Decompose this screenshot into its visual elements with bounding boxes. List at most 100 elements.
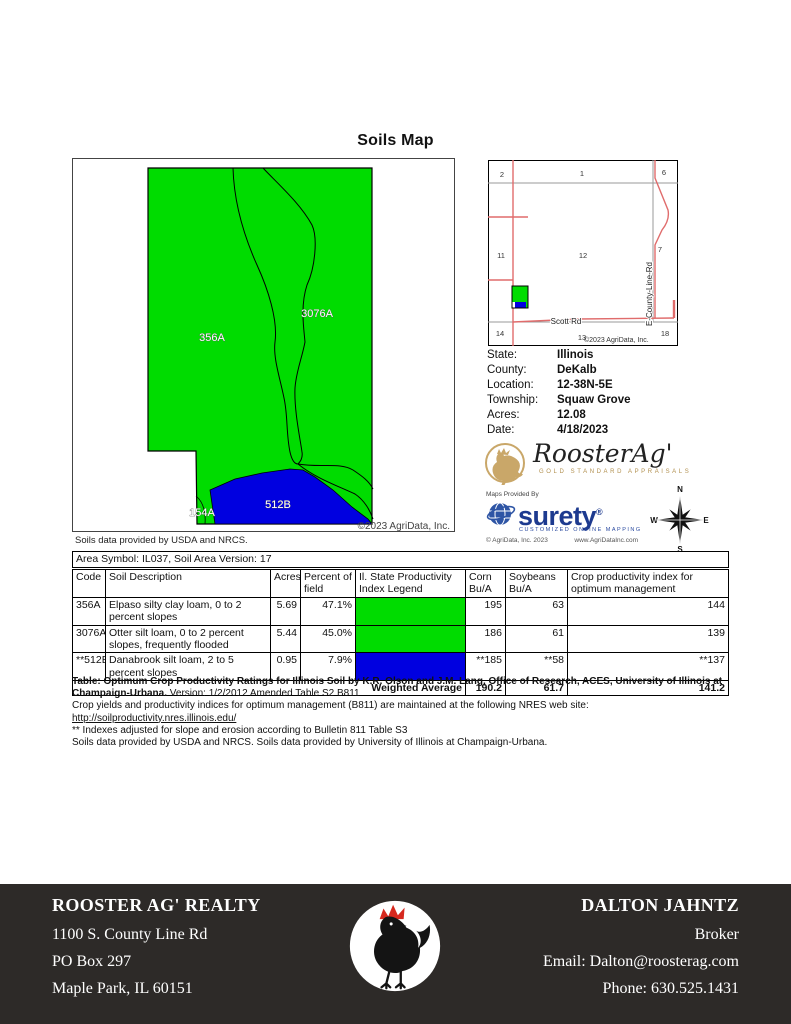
cell-pct: 45.0% bbox=[300, 624, 356, 654]
compass-icon: N W E S bbox=[650, 485, 709, 554]
soil-label-356A: 356A bbox=[199, 332, 225, 344]
property-info: State: Illinois County: DeKalb Location: 12… bbox=[487, 348, 631, 438]
section-6: 6 bbox=[662, 168, 666, 177]
section-2: 2 bbox=[500, 170, 504, 179]
map-source-note: Soils data provided by USDA and NRCS. bbox=[75, 535, 248, 546]
footnote-source-version: Version: 1/2/2012 Amended Table S2 B811 bbox=[167, 688, 360, 700]
surety-wordmark: surety® bbox=[518, 501, 603, 531]
footer-address-3: Maple Park, IL 60151 bbox=[52, 980, 193, 997]
section-14: 14 bbox=[496, 329, 504, 338]
weighted-average-row: Weighted Average 190.2 61.7 141.2 bbox=[72, 679, 729, 697]
footer-agent-role: Broker bbox=[694, 926, 739, 943]
surety-globe-icon bbox=[486, 502, 516, 526]
inset-copyright: ©2023 AgriData, Inc. bbox=[584, 336, 649, 344]
cell-legend-swatch bbox=[355, 652, 466, 681]
soils-map-figure: 356A 3076A 154A 512B ©2023 AgriData, Inc… bbox=[72, 158, 455, 532]
cell-corn: **185 bbox=[465, 652, 506, 681]
footer-agent-name: DALTON JAHNTZ bbox=[581, 895, 739, 915]
info-value: Illinois bbox=[557, 349, 594, 361]
info-value: 12-38N-5E bbox=[557, 379, 613, 391]
roosterag-name: RoosterAg' bbox=[533, 439, 673, 468]
area-symbol-box: Area Symbol: IL037, Soil Area Version: 1… bbox=[72, 551, 729, 568]
info-label: State: bbox=[487, 349, 518, 361]
footer-company-name: ROOSTER AG' REALTY bbox=[52, 895, 261, 915]
info-value: DeKalb bbox=[557, 364, 597, 376]
footnote-source-bold: Table: Optimum Crop Productivity Ratings… bbox=[72, 676, 723, 700]
info-label: Acres: bbox=[487, 409, 520, 421]
scott-rd-label: Scott Rd bbox=[551, 317, 582, 326]
footer-agent-email: Email: Dalton@roosterag.com bbox=[542, 953, 739, 970]
rooster-legs bbox=[380, 969, 406, 990]
info-label: County: bbox=[487, 364, 527, 376]
info-row-date: Date: 4/18/2023 bbox=[487, 423, 631, 438]
col-legend: Il. State Productivity Index Legend bbox=[355, 569, 466, 598]
table-row: 3076A Otter silt loam, 0 to 2 percent sl… bbox=[72, 624, 729, 654]
soil-table-wrap: Code Soil Description Acres Percent of f… bbox=[72, 569, 729, 697]
surety-tagline: CUSTOMIZED ONLINE MAPPING bbox=[519, 527, 642, 533]
info-label: Date: bbox=[487, 424, 515, 436]
cell-acres: 0.95 bbox=[270, 652, 301, 681]
inset-frame bbox=[488, 160, 678, 346]
section-11: 11 bbox=[497, 251, 505, 260]
info-row-township: Township: Squaw Grove bbox=[487, 393, 631, 408]
cell-desc: Danabrook silt loam, 2 to 5 percent slop… bbox=[105, 652, 271, 681]
weighted-average-label: Weighted Average bbox=[72, 679, 466, 697]
cell-cpi: **137 bbox=[567, 652, 729, 681]
rooster-beak bbox=[396, 922, 407, 930]
col-cpi: Crop productivity index for optimum mana… bbox=[567, 569, 729, 598]
col-description: Soil Description bbox=[105, 569, 271, 598]
info-value: 4/18/2023 bbox=[557, 424, 609, 436]
nres-link[interactable]: http://soilproductivity.nres.illinois.ed… bbox=[72, 712, 237, 724]
cell-soy: 61 bbox=[505, 624, 568, 654]
surety-copyright: © AgriData, Inc. 2023 bbox=[486, 537, 548, 544]
footer-banner: ROOSTER AG' REALTY 1100 S. County Line R… bbox=[0, 884, 791, 1024]
cell-corn: 195 bbox=[465, 596, 506, 626]
footnotes: Table: Optimum Crop Productivity Ratings… bbox=[72, 676, 734, 749]
info-label: Location: bbox=[487, 379, 534, 391]
roosterag-logo: RoosterAg' GOLD STANDARD APPRAISALS bbox=[483, 441, 691, 485]
info-row-acres: Acres: 12.08 bbox=[487, 408, 631, 423]
soil-label-154A: 154A bbox=[189, 507, 215, 519]
rooster-logo-icon bbox=[349, 900, 441, 992]
compass-w: W bbox=[650, 516, 658, 525]
footer-address-2: PO Box 297 bbox=[52, 953, 132, 970]
locator-map-svg: 2 1 6 11 12 7 14 13 18 Scott Rd E-County… bbox=[488, 160, 678, 346]
col-corn: Corn Bu/A bbox=[465, 569, 506, 598]
road-scott bbox=[512, 317, 675, 323]
table-row: 356A Elpaso silty clay loam, 0 to 2 perc… bbox=[72, 596, 729, 626]
section-12: 12 bbox=[579, 251, 587, 260]
soil-label-3076A: 3076A bbox=[301, 308, 333, 320]
cell-corn: 186 bbox=[465, 624, 506, 654]
surety-website: www.AgriDataInc.com bbox=[574, 537, 638, 544]
footer-address-1: 1100 S. County Line Rd bbox=[52, 926, 208, 943]
footnote-source: Table: Optimum Crop Productivity Ratings… bbox=[72, 676, 734, 700]
rooster-comb bbox=[379, 904, 405, 920]
soil-table: Code Soil Description Acres Percent of f… bbox=[72, 569, 729, 697]
soil-boundary-line-154 bbox=[195, 495, 206, 525]
cell-code: 3076A bbox=[72, 624, 106, 654]
cell-cpi: 144 bbox=[567, 596, 729, 626]
section-18: 18 bbox=[661, 329, 669, 338]
col-code: Code bbox=[72, 569, 106, 598]
cell-soy: 63 bbox=[505, 596, 568, 626]
soil-label-512B: 512B bbox=[265, 499, 291, 511]
rooster-eye bbox=[389, 922, 393, 926]
cell-legend-swatch bbox=[355, 596, 466, 626]
col-soybeans: Soybeans Bu/A bbox=[505, 569, 568, 598]
roosterag-tagline: GOLD STANDARD APPRAISALS bbox=[539, 469, 692, 475]
compass-n: N bbox=[677, 485, 683, 494]
compass-rose: N W E S bbox=[648, 483, 712, 558]
weighted-soy: 61.7 bbox=[505, 679, 568, 697]
registered-mark: ® bbox=[596, 507, 603, 517]
soil-boundary-line-c bbox=[297, 463, 374, 490]
soil-region-green bbox=[147, 167, 373, 525]
road-county-line bbox=[654, 160, 670, 318]
info-row-location: Location: 12-38N-5E bbox=[487, 378, 631, 393]
soil-table-header-row: Code Soil Description Acres Percent of f… bbox=[72, 569, 729, 598]
footnote-indexes: ** Indexes adjusted for slope and erosio… bbox=[72, 724, 408, 736]
county-line-rd-label: E-County-Line-Rd bbox=[645, 262, 654, 326]
info-label: Township: bbox=[487, 394, 539, 406]
rooster-body bbox=[374, 916, 431, 974]
soil-boundary-line-a bbox=[232, 167, 299, 465]
